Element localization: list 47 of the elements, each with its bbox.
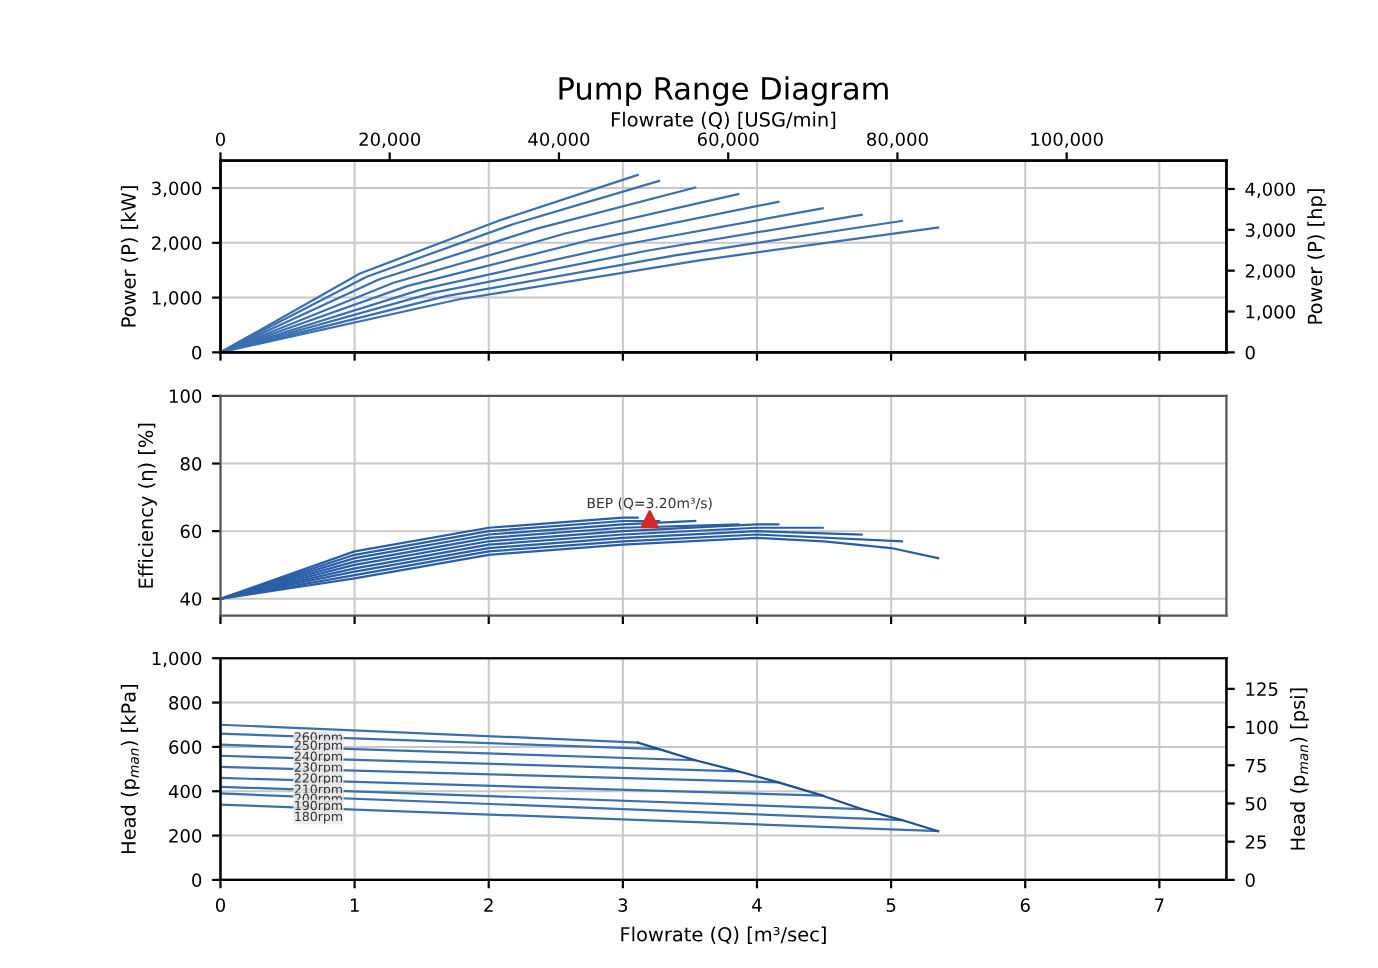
y2-tick-label: 3,000 (1245, 223, 1295, 239)
y2-tick-label: 100 (1246, 720, 1278, 735)
x-axis-title: Flowrate (Q) [m³/sec] (621, 926, 826, 944)
y2-tick-label: 4,000 (1245, 182, 1295, 198)
y-tick-label: 2,000 (152, 236, 202, 252)
x2-tick-label: 60,000 (697, 132, 759, 148)
x-tick-label: 1 (350, 898, 359, 912)
y-tick-label: 1,000 (152, 291, 202, 307)
y2-axis-title: Head (p$_{man}$) [psi] (1290, 688, 1309, 850)
y2-tick-label: 25 (1245, 835, 1266, 849)
y-axis-title: Power (P) [kW] (120, 186, 139, 327)
y2-tick-label: 2,000 (1245, 264, 1295, 280)
y-tick-label: 80 (180, 456, 202, 471)
y-tick-label: 3,000 (152, 181, 202, 198)
x2-tick-label: 80,000 (867, 132, 928, 148)
x-tick-label: 7 (1155, 898, 1164, 912)
y-tick-label: 200 (169, 829, 202, 843)
y2-tick-label: 0 (1245, 873, 1255, 888)
y2-axis-title: Power (P) [hp] (1307, 189, 1327, 324)
y-tick-label: 0 (192, 345, 202, 360)
x2-axis-title: Flowrate (Q) [USG/min] (611, 111, 836, 130)
y-axis-title: Head (p$_{man}$) [kPa] (120, 684, 140, 854)
x2-tick-label: 20,000 (359, 132, 421, 148)
y-tick-label: 800 (169, 696, 202, 710)
x-tick-label: 4 (752, 898, 762, 912)
x-tick-label: 5 (886, 898, 896, 912)
y-tick-label: 40 (180, 592, 202, 606)
x2-tick-label: 40,000 (528, 132, 590, 148)
y-tick-label: 1,000 (152, 651, 202, 668)
y-tick-label: 100 (169, 389, 202, 404)
x-tick-label: 2 (484, 898, 493, 912)
chart-title: Pump Range Diagram (559, 76, 888, 106)
y-tick-label: 0 (192, 873, 202, 888)
y-tick-label: 600 (169, 740, 202, 755)
y-tick-label: 60 (180, 524, 202, 539)
y2-tick-label: 0 (1245, 345, 1255, 360)
x-tick-label: 0 (215, 898, 226, 912)
x-tick-label: 3 (618, 898, 628, 912)
y-tick-label: 400 (168, 784, 202, 799)
y2-tick-label: 75 (1245, 758, 1266, 773)
x2-tick-label: 0 (215, 132, 226, 147)
y-axis-title: Efficiency (η) [%] (138, 423, 157, 588)
x-tick-label: 6 (1020, 898, 1030, 912)
y2-tick-label: 1,000 (1246, 304, 1295, 321)
y2-tick-label: 50 (1245, 796, 1267, 811)
y2-tick-label: 125 (1246, 682, 1278, 696)
x2-tick-label: 100,000 (1031, 132, 1103, 148)
